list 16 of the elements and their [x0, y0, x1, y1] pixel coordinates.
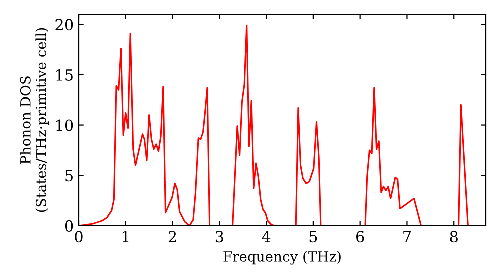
- y-axis-title: Phonon DOS (States/THz·primitive cell): [20, 28, 50, 212]
- x-tick-label: 5: [310, 231, 318, 243]
- x-tick-label: 4: [262, 231, 271, 242]
- y-tick-label: 10: [56, 120, 74, 132]
- y-tick-label: 5: [66, 170, 73, 182]
- x-tick-label: 0: [75, 231, 83, 243]
- x-axis-title: Frequency (THz): [224, 251, 341, 265]
- y-tick-label: 15: [56, 69, 73, 81]
- y-tick-label: 0: [65, 220, 74, 232]
- x-tick-label: 6: [356, 231, 364, 243]
- x-tick-label: 8: [450, 231, 458, 243]
- x-tick-label: 3: [216, 231, 224, 243]
- x-tick-label: 1: [122, 231, 129, 242]
- x-tick-label: 2: [168, 231, 176, 242]
- x-tick-label: 7: [404, 231, 411, 242]
- y-tick-label: 20: [56, 19, 74, 31]
